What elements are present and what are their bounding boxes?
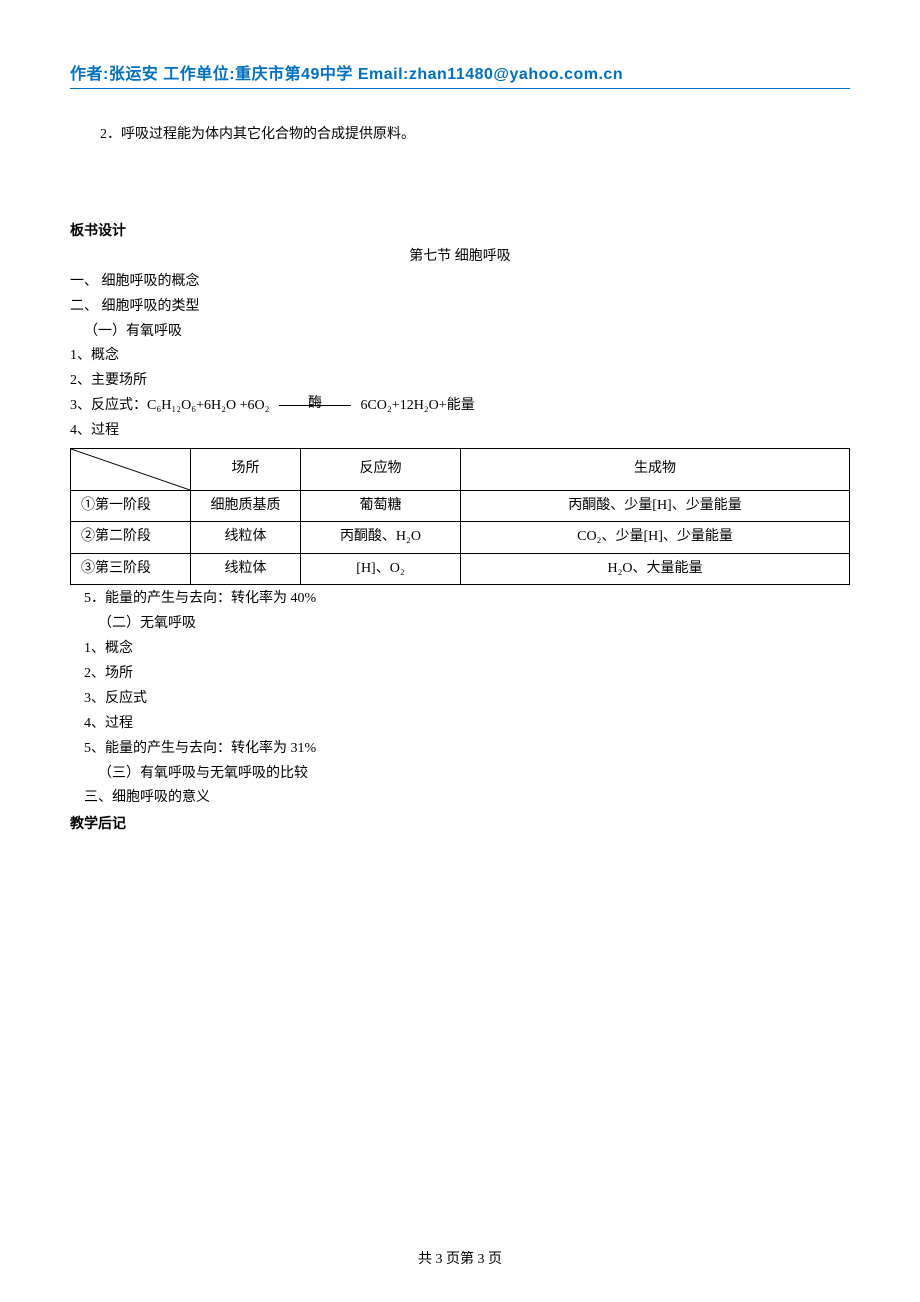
- table-header-place: 场所: [191, 449, 301, 491]
- outline-one: 一、 细胞呼吸的概念: [70, 270, 850, 295]
- heading-post-note: 教学后记: [70, 811, 850, 836]
- arrow-line-icon: [279, 405, 351, 406]
- table-cell: [H]、O₂: [301, 553, 461, 584]
- outline-a1: 1、概念: [70, 344, 850, 369]
- table-cell: 细胞质基质: [191, 491, 301, 522]
- outline-two-a: （一）有氧呼吸: [70, 320, 850, 345]
- reaction-lhs: C₆H₁₂O₆+6H₂O +6O₂: [147, 398, 269, 413]
- table-row: ①第一阶段 细胞质基质 葡萄糖 丙酮酸、少量[H]、少量能量: [71, 491, 850, 522]
- table-row: ③第三阶段 线粒体 [H]、O₂ H₂O、大量能量: [71, 553, 850, 584]
- outline-a3-reaction: 3、反应式：C₆H₁₂O₆+6H₂O +6O₂ 酶 6CO₂+12H₂O+能量: [70, 394, 850, 419]
- table-cell: ①第一阶段: [71, 491, 191, 522]
- diagonal-line-icon: [71, 449, 190, 490]
- outline-b3: 3、反应式: [70, 687, 850, 712]
- table-row: ②第二阶段 线粒体 丙酮酸、H₂O CO₂、少量[H]、少量能量: [71, 522, 850, 553]
- table-cell: ②第二阶段: [71, 522, 191, 553]
- outline-two-c: （三）有氧呼吸与无氧呼吸的比较: [70, 762, 850, 787]
- outline-b4: 4、过程: [70, 712, 850, 737]
- outline-two: 二、 细胞呼吸的类型: [70, 295, 850, 320]
- outline-b1: 1、概念: [70, 637, 850, 662]
- outline-a5: 5．能量的产生与去向：转化率为 40%: [70, 587, 850, 612]
- table-cell: CO₂、少量[H]、少量能量: [461, 522, 850, 553]
- outline-b2: 2、场所: [70, 662, 850, 687]
- table-cell: 葡萄糖: [301, 491, 461, 522]
- table-cell: 线粒体: [191, 522, 301, 553]
- table-header-reactant: 反应物: [301, 449, 461, 491]
- table-cell: H₂O、大量能量: [461, 553, 850, 584]
- outline-a2: 2、主要场所: [70, 369, 850, 394]
- outline-b5: 5、能量的产生与去向：转化率为 31%: [70, 737, 850, 762]
- reaction-arrow: 酶: [279, 394, 351, 419]
- reaction-rhs: 6CO₂+12H₂O+能量: [360, 398, 474, 413]
- page-header: 作者:张运安 工作单位:重庆市第49中学 Email:zhan11480@yah…: [70, 60, 850, 89]
- table-cell: 丙酮酸、少量[H]、少量能量: [461, 491, 850, 522]
- outline-two-b: （二）无氧呼吸: [70, 612, 850, 637]
- lesson-title: 第七节 细胞呼吸: [70, 245, 850, 270]
- table-header-diag: [71, 449, 191, 491]
- page-footer: 共 3 页第 3 页: [0, 1248, 920, 1268]
- table-cell: 线粒体: [191, 553, 301, 584]
- intro-point: 2．呼吸过程能为体内其它化合物的合成提供原料。: [70, 123, 850, 148]
- reaction-prefix: 3、反应式：: [70, 398, 147, 413]
- heading-board-design: 板书设计: [70, 218, 850, 243]
- table-cell: ③第三阶段: [71, 553, 191, 584]
- page: 作者:张运安 工作单位:重庆市第49中学 Email:zhan11480@yah…: [0, 0, 920, 1302]
- table-header-product: 生成物: [461, 449, 850, 491]
- phases-table: 场所 反应物 生成物 ①第一阶段 细胞质基质 葡萄糖 丙酮酸、少量[H]、少量能…: [70, 448, 850, 585]
- outline-three: 三、细胞呼吸的意义: [70, 786, 850, 811]
- outline-a4: 4、过程: [70, 419, 850, 444]
- table-header-row: 场所 反应物 生成物: [71, 449, 850, 491]
- table-cell: 丙酮酸、H₂O: [301, 522, 461, 553]
